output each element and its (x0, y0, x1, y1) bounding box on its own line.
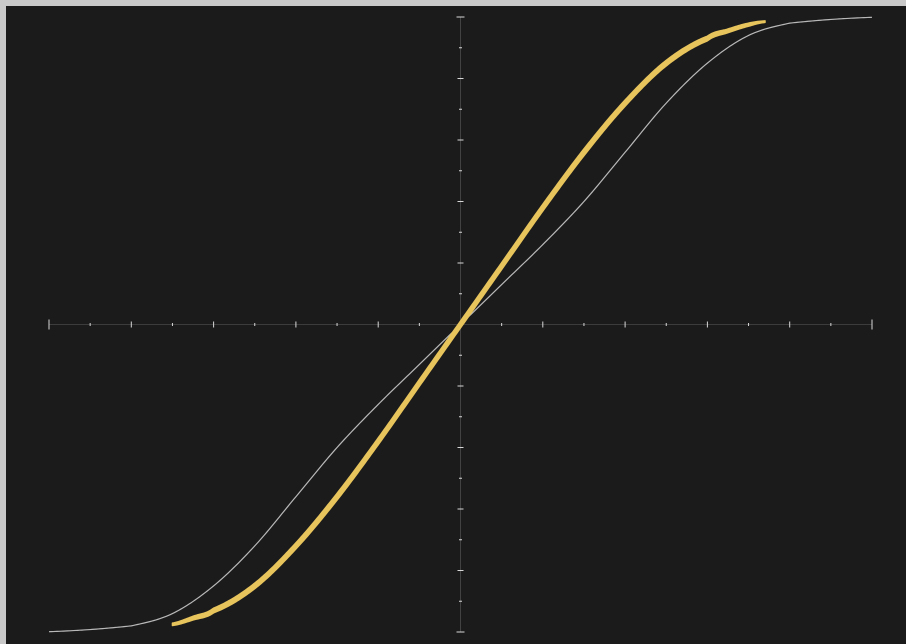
series-band-curve (171, 20, 766, 627)
chart-panel (6, 6, 906, 644)
sigmoid-chart (48, 16, 873, 633)
